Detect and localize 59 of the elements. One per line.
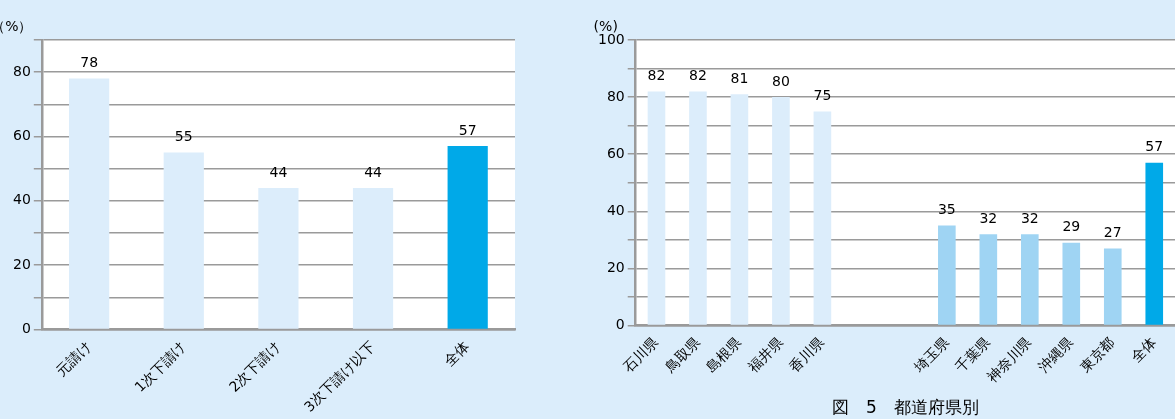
data-label: 29: [1062, 218, 1081, 235]
x-tick-label: 全体: [441, 337, 473, 369]
bar: [938, 225, 956, 325]
y-axis-title: （%）: [0, 17, 33, 34]
bar: [647, 91, 666, 325]
y-tick-label: 40: [606, 201, 625, 218]
bar: [1103, 248, 1122, 325]
data-label: 27: [1103, 224, 1122, 241]
caption: 図 5 都道府県別: [831, 396, 979, 417]
x-tick-label: 2次下請け: [225, 337, 284, 395]
y-tick-label: 80: [12, 62, 31, 79]
x-tick-label: 東京都: [1076, 333, 1118, 375]
y-tick-label: 20: [606, 259, 625, 276]
data-label: 75: [813, 87, 832, 104]
data-label: 35: [937, 201, 956, 218]
y-tick-label: 0: [21, 320, 31, 337]
data-label: 82: [647, 67, 666, 84]
y-tick-label: 60: [606, 144, 625, 161]
bar: [772, 97, 790, 325]
x-tick-label: 全体: [1127, 333, 1159, 365]
y-tick-label: 80: [606, 87, 625, 104]
bar: [1145, 162, 1164, 325]
x-tick-label: 埼玉県: [909, 333, 952, 376]
x-tick-label: 沖縄県: [1034, 333, 1076, 375]
bar: [352, 187, 394, 329]
bar: [813, 111, 832, 325]
bar: [258, 187, 299, 329]
x-tick-label: 鳥取県: [660, 333, 703, 376]
x-tick-label: 1次下請け: [131, 337, 189, 395]
bar: [163, 152, 204, 329]
data-label: 78: [80, 54, 99, 71]
x-tick-label: 元請け: [52, 337, 94, 379]
x-tick-label: 島根県: [703, 333, 745, 375]
x-tick-label: 3次下請け以下: [300, 337, 378, 415]
y-tick-label: 40: [12, 191, 31, 208]
data-label: 57: [458, 121, 477, 138]
bar: [1062, 242, 1081, 325]
data-label: 80: [772, 72, 790, 89]
x-tick-label: 福井県: [744, 333, 786, 375]
bar: [689, 91, 707, 325]
data-label: 57: [1145, 138, 1164, 155]
data-label: 55: [174, 128, 193, 145]
bar: [730, 94, 749, 325]
y-tick-label: 60: [12, 127, 31, 144]
x-tick-label: 石川県: [620, 333, 662, 375]
data-label: 44: [364, 163, 383, 180]
bar: [447, 146, 488, 329]
x-tick-label: 香川県: [786, 333, 828, 375]
data-label: 82: [689, 67, 707, 84]
bar: [1021, 234, 1039, 325]
data-label: 32: [979, 209, 998, 226]
bar: [69, 78, 110, 329]
y-tick-label: 20: [12, 255, 31, 272]
data-label: 81: [730, 69, 749, 86]
y-axis-title: (%): [593, 17, 618, 34]
y-tick-label: 0: [615, 316, 625, 333]
bar: [979, 234, 998, 325]
data-label: 32: [1020, 209, 1039, 226]
data-label: 44: [269, 163, 288, 180]
